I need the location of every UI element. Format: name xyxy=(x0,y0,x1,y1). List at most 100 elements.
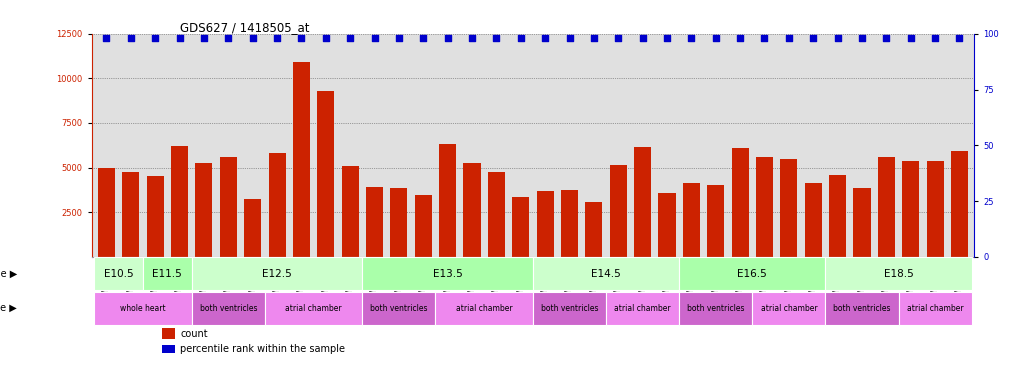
Bar xyxy=(898,292,971,325)
Text: E18.5: E18.5 xyxy=(882,269,913,279)
Point xyxy=(513,35,529,41)
Point xyxy=(341,35,358,41)
Bar xyxy=(512,197,529,257)
Bar xyxy=(219,157,236,257)
Point xyxy=(780,35,796,41)
Point xyxy=(732,35,748,41)
Point xyxy=(560,35,577,41)
Point xyxy=(756,35,772,41)
Point xyxy=(828,35,845,41)
Bar xyxy=(435,292,532,325)
Point xyxy=(122,35,139,41)
Bar xyxy=(147,176,163,257)
Bar xyxy=(605,292,679,325)
Point xyxy=(171,35,187,41)
Point xyxy=(951,35,967,41)
Text: both ventricles: both ventricles xyxy=(540,304,598,313)
Bar xyxy=(533,258,679,290)
Text: GDS627 / 1418505_at: GDS627 / 1418505_at xyxy=(180,21,309,34)
Bar xyxy=(366,187,383,257)
Bar xyxy=(362,258,533,290)
Bar xyxy=(439,144,455,257)
Bar xyxy=(192,258,362,290)
Text: E16.5: E16.5 xyxy=(737,269,766,279)
Text: count: count xyxy=(180,329,208,339)
Bar xyxy=(533,292,605,325)
Point xyxy=(245,35,261,41)
Point xyxy=(439,35,455,41)
Bar xyxy=(585,202,602,257)
Bar xyxy=(390,188,407,257)
Bar xyxy=(98,168,115,257)
Text: atrial chamber: atrial chamber xyxy=(906,304,963,313)
Bar xyxy=(560,190,578,257)
Text: atrial chamber: atrial chamber xyxy=(285,304,341,313)
Point xyxy=(269,35,285,41)
Bar xyxy=(162,328,174,339)
Bar xyxy=(362,292,435,325)
Point xyxy=(196,35,212,41)
Point xyxy=(488,35,504,41)
Text: E10.5: E10.5 xyxy=(104,269,133,279)
Text: E12.5: E12.5 xyxy=(262,269,291,279)
Bar xyxy=(824,258,971,290)
Point xyxy=(585,35,601,41)
Text: both ventricles: both ventricles xyxy=(200,304,257,313)
Point xyxy=(390,35,407,41)
Text: atrial chamber: atrial chamber xyxy=(760,304,816,313)
Point xyxy=(317,35,333,41)
Point xyxy=(804,35,820,41)
Point xyxy=(634,35,650,41)
Bar xyxy=(828,175,846,257)
Bar xyxy=(706,185,723,257)
Bar xyxy=(853,188,869,257)
Bar xyxy=(755,157,772,257)
Bar xyxy=(94,258,143,290)
Text: atrial chamber: atrial chamber xyxy=(613,304,671,313)
Point xyxy=(683,35,699,41)
Bar xyxy=(679,292,752,325)
Text: E14.5: E14.5 xyxy=(591,269,621,279)
Point xyxy=(366,35,382,41)
Bar xyxy=(877,157,894,257)
Point xyxy=(926,35,943,41)
Point xyxy=(536,35,552,41)
Text: E11.5: E11.5 xyxy=(152,269,182,279)
Bar xyxy=(804,183,821,257)
Bar xyxy=(196,163,212,257)
Bar xyxy=(122,172,140,257)
Bar xyxy=(780,159,797,257)
Bar xyxy=(682,183,699,257)
Point xyxy=(415,35,431,41)
Text: both ventricles: both ventricles xyxy=(370,304,427,313)
Bar xyxy=(731,148,748,257)
Text: E13.5: E13.5 xyxy=(432,269,462,279)
Bar xyxy=(265,292,362,325)
Bar xyxy=(950,152,967,257)
Bar xyxy=(244,199,261,257)
Point xyxy=(902,35,918,41)
Bar xyxy=(536,191,553,257)
Bar xyxy=(925,161,943,257)
Text: development stage ▶: development stage ▶ xyxy=(0,269,16,279)
Bar xyxy=(463,163,480,257)
Point xyxy=(98,35,114,41)
Bar xyxy=(824,292,898,325)
Bar xyxy=(415,195,431,257)
Point xyxy=(292,35,309,41)
Bar xyxy=(341,166,359,257)
Point xyxy=(877,35,894,41)
Point xyxy=(220,35,236,41)
Bar xyxy=(94,292,192,325)
Text: both ventricles: both ventricles xyxy=(833,304,890,313)
Bar xyxy=(679,258,824,290)
Point xyxy=(853,35,869,41)
Text: both ventricles: both ventricles xyxy=(687,304,744,313)
Point xyxy=(464,35,480,41)
Bar xyxy=(268,153,285,257)
Bar xyxy=(162,345,174,353)
Bar xyxy=(609,165,626,257)
Bar xyxy=(143,258,192,290)
Bar xyxy=(171,146,187,257)
Bar xyxy=(752,292,824,325)
